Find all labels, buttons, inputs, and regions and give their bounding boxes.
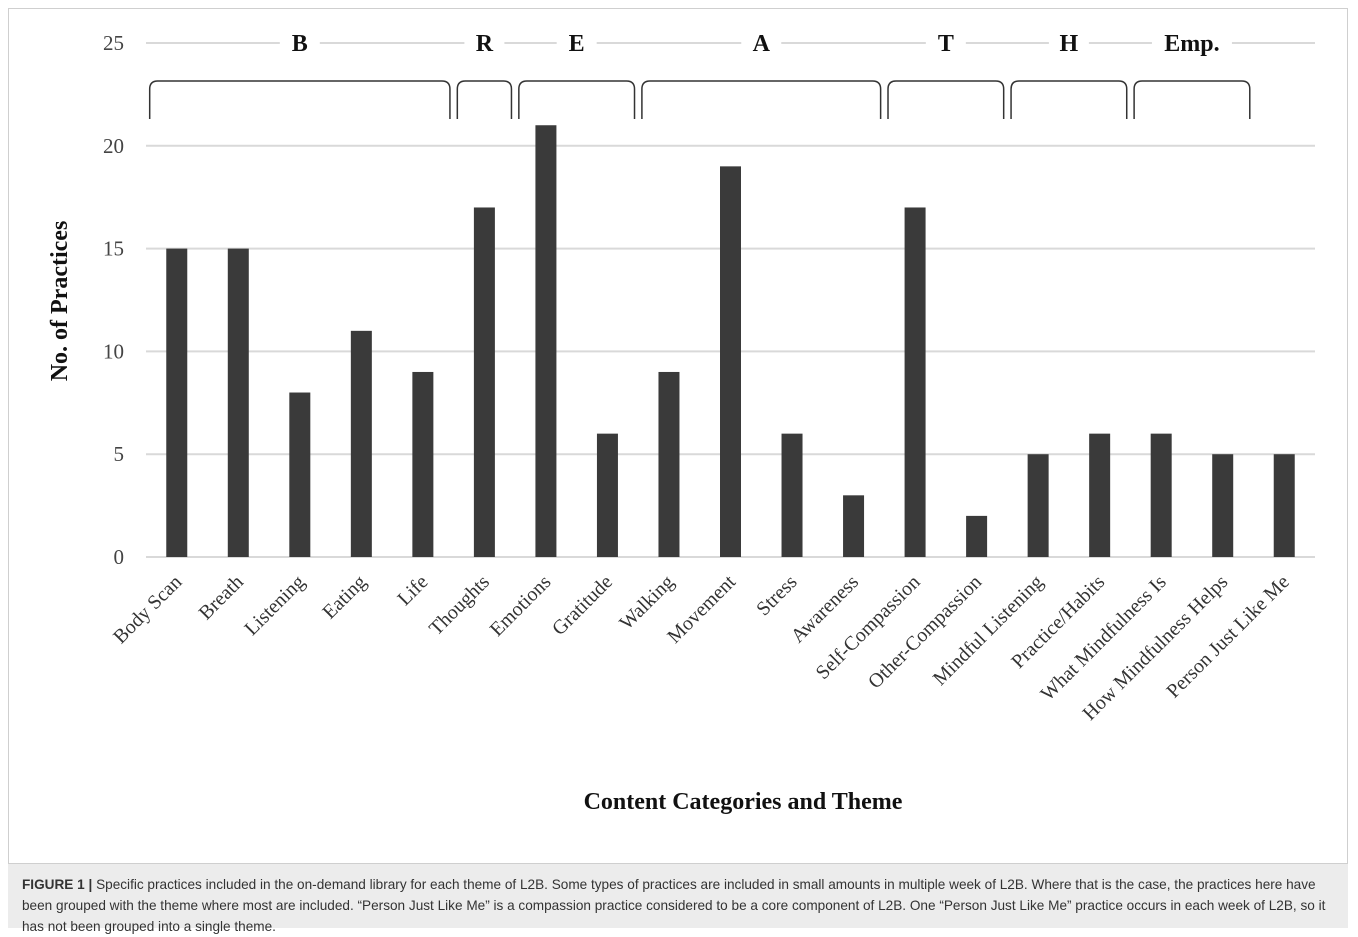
x-tick-label: Mindful Listening [929,571,1048,690]
bar [1273,454,1295,557]
bar [966,515,988,557]
y-axis-label: No. of Practices [47,221,73,382]
x-tick-label: Stress [752,571,801,620]
x-tick-label: Eating [318,571,370,623]
theme-bracket [148,80,451,119]
theme-bracket [887,80,1005,119]
bar [535,125,557,558]
theme-label: B [292,31,308,57]
bar [720,166,741,558]
bar [166,248,188,557]
bar [781,433,803,557]
bar [843,495,865,557]
theme-bracket [456,80,513,119]
y-tick-label: 0 [114,545,125,569]
theme-bracket [1133,80,1251,119]
theme-label: Emp. [1164,31,1219,57]
bar [1150,433,1172,557]
bar [658,371,680,557]
x-tick-label: Breath [195,571,248,624]
bar [596,433,618,557]
bar [227,248,249,557]
x-tick-label: Listening [240,571,309,640]
theme-label: R [476,31,494,57]
bar [350,330,372,557]
bar [904,207,926,558]
x-tick-label: Movement [663,571,740,648]
chart-frame: 0 5 10 15 20 25 Body Scan Breath Listening Eatin… [8,8,1348,864]
bar [289,392,311,557]
theme-label: T [938,31,954,57]
bar [1027,454,1049,557]
theme-bracket [518,80,636,119]
y-tick-label: 20 [103,134,124,158]
x-tick-label: Self-Compassion [812,571,925,684]
caption-label: FIGURE 1 | [22,877,93,892]
x-tick-label: Gratitude [548,571,617,640]
y-tick-label: 10 [103,339,124,363]
caption-text: Specific practices included in the on-de… [22,877,1326,934]
theme-bracket [641,80,882,119]
bar [1089,433,1111,557]
theme-label: E [569,31,585,57]
x-tick-label: Thoughts [425,571,494,640]
y-tick-label: 5 [114,442,125,466]
theme-bracket [1010,80,1128,119]
y-tick-label: 25 [103,31,124,55]
bar [1212,454,1234,557]
x-tick-label: Walking [615,571,678,634]
figure-caption: FIGURE 1 | Specific practices included i… [8,864,1348,934]
x-axis-label: Content Categories and Theme [584,789,903,815]
bars [166,125,1295,558]
x-tick-label: Life [393,571,432,610]
bar [412,371,434,557]
bar [473,207,495,558]
x-tick-label: Other-Compassion [864,571,986,693]
x-tick-label: Emotions [486,571,556,641]
y-tick-label: 15 [103,237,124,261]
theme-label: A [753,31,771,57]
theme-label: H [1060,31,1079,57]
y-tick-labels: 0 5 10 15 20 25 [103,31,124,569]
theme-brackets: B R E A T H Emp. [148,31,1251,119]
x-tick-label: Body Scan [109,571,186,648]
